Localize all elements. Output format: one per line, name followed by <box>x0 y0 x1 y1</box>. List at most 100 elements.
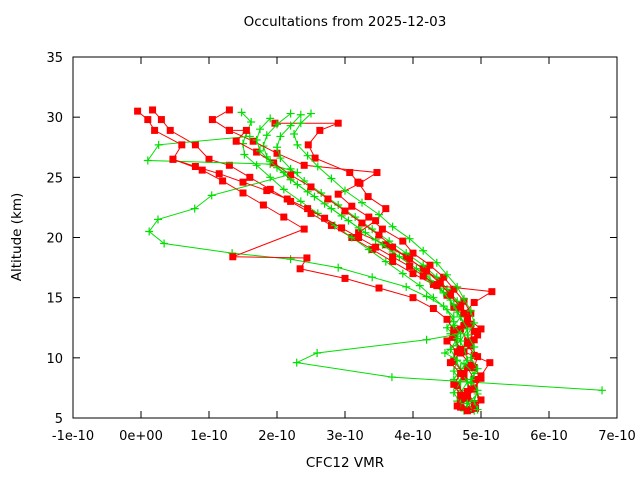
x-tick-label: 0e+00 <box>119 429 163 444</box>
occultation-6-plus-marker <box>466 306 475 315</box>
occultation-5-plus-marker <box>252 136 261 145</box>
occultation-3-squares-marker <box>356 179 364 187</box>
occultation-6-plus-marker <box>307 109 315 118</box>
occultation-3-squares-marker <box>378 225 386 233</box>
occultation-5-squares-marker <box>423 267 431 275</box>
occultation-5-plus-line <box>256 118 479 412</box>
occultation-4-squares-marker <box>457 369 465 377</box>
x-tick-label: 7e-10 <box>598 429 636 444</box>
occultation-4-squares-marker <box>450 326 458 334</box>
occultation-1-squares-marker <box>157 116 165 124</box>
occultation-3-plus-marker <box>449 367 458 376</box>
occultation-5-plus-marker <box>266 114 275 123</box>
occultation-2-squares-marker <box>372 217 380 225</box>
occultation-6-plus-marker <box>470 318 479 327</box>
y-tick-label: 10 <box>46 352 63 367</box>
occultation-3-plus-marker <box>145 227 154 236</box>
occultation-4-squares-marker <box>229 253 237 261</box>
occultation-5-plus-marker <box>310 192 319 201</box>
occultation-4-squares-marker <box>450 380 458 388</box>
occultation-5-squares-marker <box>341 207 349 215</box>
x-tick-label: -1e-10 <box>52 429 94 444</box>
occultation-4-squares-marker <box>198 166 206 174</box>
x-tick-label: 2e-10 <box>258 429 296 444</box>
occultation-6-squares-marker <box>467 320 475 328</box>
occultation-5-plus-marker <box>456 336 465 345</box>
occultation-1-plus-line <box>241 112 465 410</box>
occultation-4-squares-marker <box>239 189 247 197</box>
occultation-6-plus-marker <box>375 210 383 219</box>
occultation-4-squares-marker <box>453 402 461 410</box>
occultation-5-squares-marker <box>406 255 414 263</box>
occultation-3-squares-marker <box>409 249 417 257</box>
occultation-3-plus-marker <box>190 204 199 213</box>
occultation-4-plus-marker <box>317 188 326 197</box>
occultation-2-squares-marker <box>355 229 363 237</box>
occultation-6-squares-marker <box>419 272 427 280</box>
occultation-1-squares-line <box>152 109 491 410</box>
occultation-3-squares-marker <box>450 333 458 341</box>
occultation-1-squares-marker <box>166 126 174 134</box>
occultation-3-squares-marker <box>426 261 434 269</box>
occultation-5-plus-marker <box>344 216 353 225</box>
occultation-4-plus-marker <box>286 121 295 130</box>
occultation-5-plus-marker <box>361 228 370 237</box>
occultation-5-plus-marker <box>463 399 472 408</box>
occultation-1-squares-marker <box>307 209 315 217</box>
occultation-4-plus-marker <box>449 321 458 330</box>
occultation-6-squares-marker <box>215 170 223 178</box>
occultation-5-plus-marker <box>327 204 336 213</box>
occultation-3-squares-marker <box>460 321 468 329</box>
occultation-3-plus-marker <box>334 263 343 272</box>
occultation-6-squares-marker <box>191 163 199 171</box>
occultation-3-squares-marker <box>440 273 448 281</box>
occultation-1-plus-marker <box>237 108 246 117</box>
occultation-6-squares-marker <box>304 205 312 213</box>
occultation-6-plus-marker <box>313 162 322 171</box>
occultation-4-squares-marker <box>375 284 383 292</box>
occultation-4-plus-marker <box>292 358 301 367</box>
occultation-6-plus-marker <box>470 397 479 406</box>
occultation-3-squares-marker <box>249 137 257 145</box>
occultation-1-squares-marker <box>409 270 417 278</box>
occultation-1-squares-marker <box>225 161 233 169</box>
occultation-4-squares-marker <box>443 315 451 323</box>
occultation-4-squares-marker <box>409 294 417 302</box>
occultation-6-squares-marker <box>474 331 482 339</box>
occultation-6-squares-line <box>172 158 494 409</box>
x-tick-label: 1e-10 <box>190 429 228 444</box>
occultation-3-plus-marker <box>422 292 431 301</box>
occultation-1-plus-marker <box>347 233 356 242</box>
occultation-4-squares-marker <box>303 254 311 262</box>
occultation-5-squares-marker <box>463 407 471 415</box>
occultation-6-plus-marker <box>473 405 482 414</box>
occultation-2-plus-marker <box>273 120 281 129</box>
occultation-3-squares-marker <box>373 169 381 177</box>
occultation-4-squares-marker <box>429 304 437 312</box>
occultation-1-squares-marker <box>389 258 397 266</box>
occultation-3-plus-marker <box>439 302 448 311</box>
occultation-6-plus-marker <box>460 294 468 303</box>
occultation-3-plus-marker <box>368 273 377 282</box>
occultation-4-squares-marker <box>134 107 142 115</box>
occultation-1-plus-marker <box>279 185 288 194</box>
occultation-4-squares-marker <box>300 225 308 233</box>
occultation-2-squares-marker <box>304 141 312 149</box>
chart-title: Occultations from 2025-12-03 <box>243 14 447 30</box>
occultation-4-squares-marker <box>443 337 451 345</box>
occultation-5-plus-marker <box>266 157 275 166</box>
occultation-1-squares-marker <box>486 359 494 367</box>
occultation-5-squares-marker <box>232 137 240 145</box>
occultation-4-squares-marker <box>280 213 288 221</box>
occultation-4-squares-marker <box>457 391 465 399</box>
x-tick-label: 5e-10 <box>462 429 500 444</box>
occultation-6-squares-marker <box>470 363 478 371</box>
occultation-3-plus-marker <box>207 191 216 200</box>
occultation-5-plus-marker <box>378 240 387 249</box>
occultation-5-squares-marker <box>270 159 278 167</box>
occultation-1-plus-marker <box>381 257 390 266</box>
occultation-6-plus-marker <box>466 353 475 362</box>
occultation-6-plus-marker <box>388 222 397 231</box>
occultation-4-plus-marker <box>422 335 431 344</box>
